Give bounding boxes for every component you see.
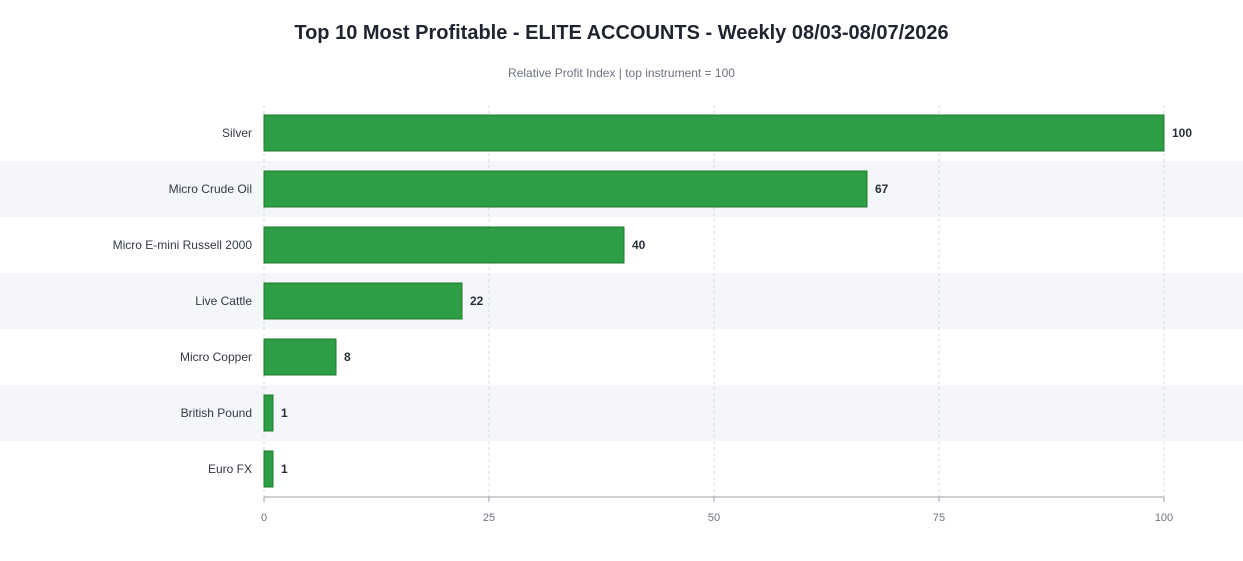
- bar: [263, 450, 274, 488]
- bar: [263, 338, 337, 376]
- row-band: [0, 385, 1243, 441]
- x-tick-label: 100: [1155, 512, 1173, 524]
- category-label: British Pound: [181, 406, 252, 420]
- bar: [263, 282, 463, 320]
- chart-subtitle: Relative Profit Index | top instrument =…: [508, 66, 735, 80]
- row-band: [0, 273, 1243, 329]
- x-tick-label: 75: [933, 512, 945, 524]
- bar: [263, 114, 1165, 152]
- category-label: Micro Copper: [180, 350, 252, 364]
- value-label: 67: [875, 182, 889, 196]
- x-tick-label: 0: [261, 512, 267, 524]
- x-tick-label: 50: [708, 512, 720, 524]
- category-label: Live Cattle: [195, 294, 252, 308]
- category-label: Silver: [222, 126, 252, 140]
- bar: [263, 394, 274, 432]
- chart-title: Top 10 Most Profitable - ELITE ACCOUNTS …: [294, 22, 949, 44]
- value-label: 8: [344, 350, 351, 364]
- value-label: 40: [632, 238, 646, 252]
- category-label: Micro E-mini Russell 2000: [113, 238, 253, 252]
- category-label: Euro FX: [208, 462, 252, 476]
- value-label: 100: [1172, 126, 1192, 140]
- category-label: Micro Crude Oil: [169, 182, 252, 196]
- bar: [263, 170, 868, 208]
- value-label: 1: [281, 406, 288, 420]
- bar: [263, 226, 625, 264]
- value-label: 22: [470, 294, 484, 308]
- value-label: 1: [281, 462, 288, 476]
- x-tick-label: 25: [483, 512, 495, 524]
